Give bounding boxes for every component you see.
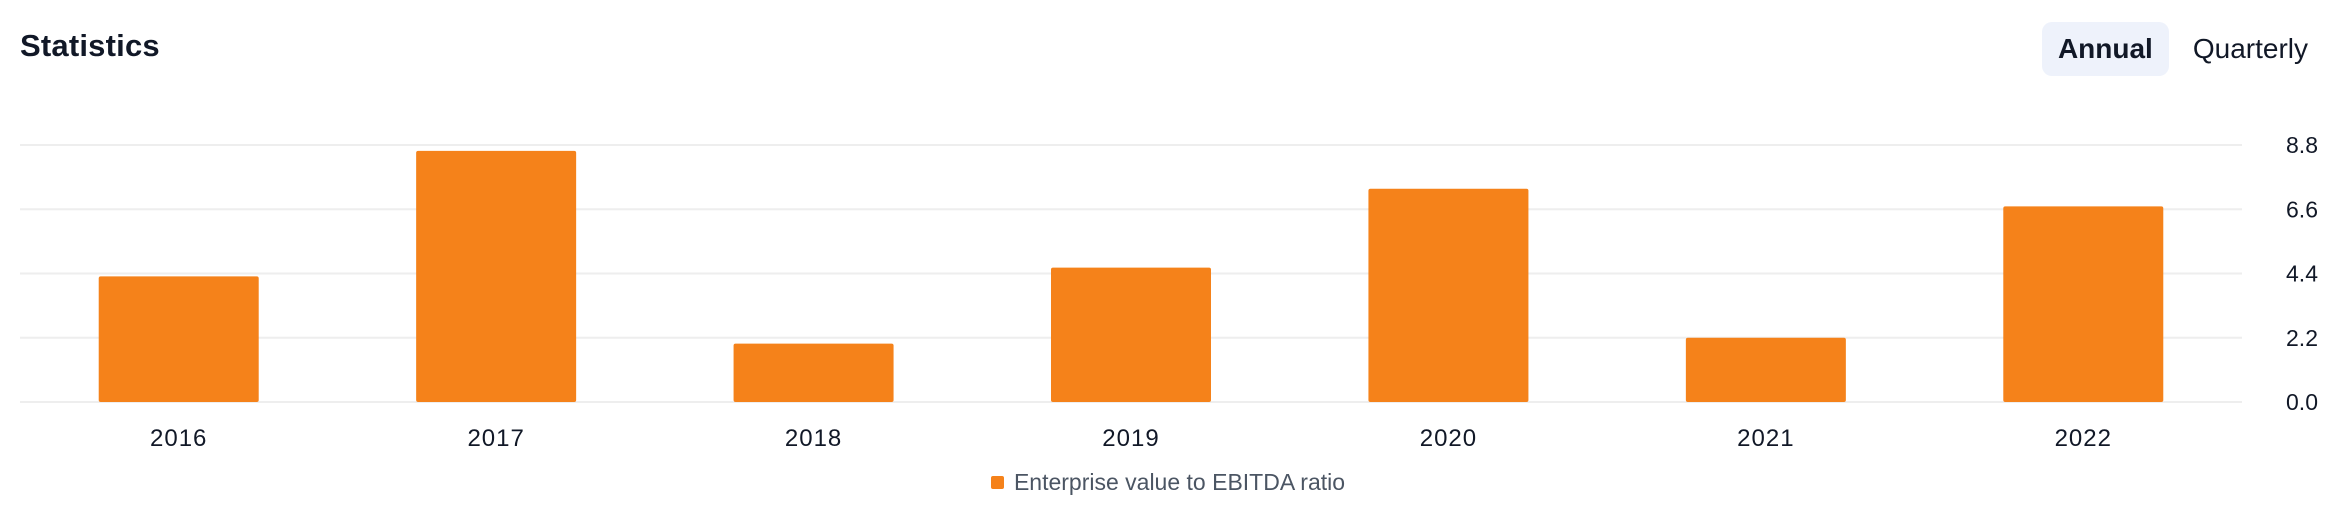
bar-2016[interactable] [98,276,259,402]
bar-2017[interactable] [416,150,577,402]
chart-legend: Enterprise value to EBITDA ratio [0,469,2336,496]
page-title: Statistics [20,28,160,63]
legend-swatch [990,476,1004,489]
x-tick-label: 2016 [150,425,207,452]
bar-2020[interactable] [1368,188,1529,402]
legend-label: Enterprise value to EBITDA ratio [1013,469,1346,495]
bar-chart: 0.0 2.2 4.4 6.6 8.8 2016 2017 2018 2019 2020 2021 2… [20,132,2318,452]
x-tick-label: 2021 [1737,425,1794,452]
y-tick-label: 4.4 [2286,261,2318,287]
quarterly-button[interactable]: Quarterly [2177,22,2324,76]
x-tick-label: 2019 [1102,425,1159,452]
x-tick-label: 2017 [467,425,524,452]
annual-button[interactable]: Annual [2041,22,2169,76]
y-tick-label: 2.2 [2286,325,2318,351]
y-tick-label: 8.8 [2286,132,2318,158]
bar-2018[interactable] [733,343,894,402]
x-tick-label: 2018 [785,425,842,452]
x-tick-label: 2022 [2055,425,2112,452]
bar-2021[interactable] [1685,337,1846,402]
y-tick-label: 6.6 [2286,196,2318,222]
bar-2019[interactable] [1051,267,1211,402]
x-tick-label: 2020 [1420,425,1477,452]
y-tick-label: 0.0 [2286,389,2318,415]
bar-2022[interactable] [2003,206,2164,402]
period-toggle: Annual Quarterly [2041,22,2324,76]
